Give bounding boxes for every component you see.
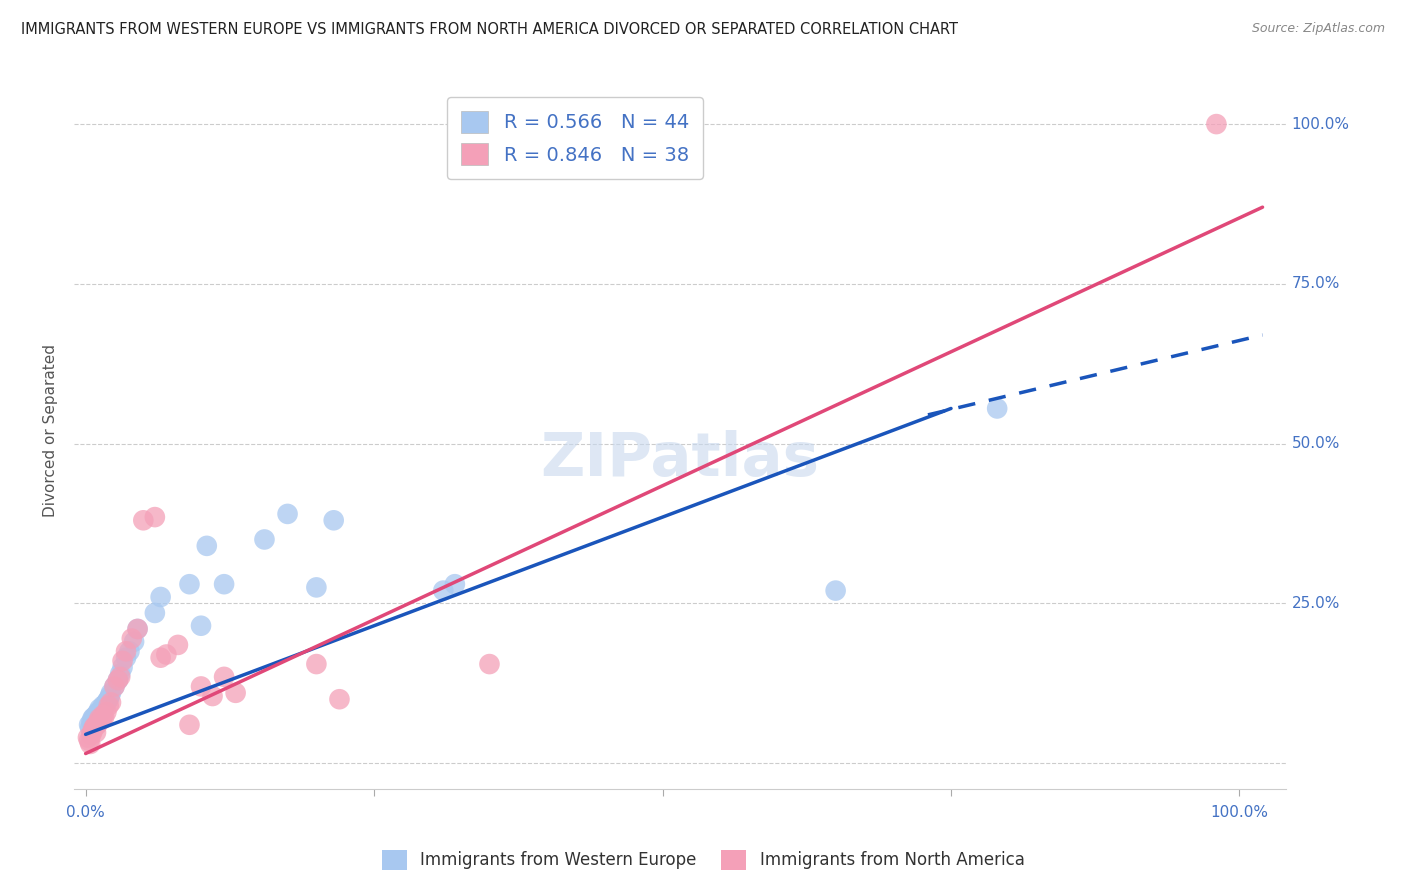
Point: [96, 693, 118, 707]
Text: ZIPatlas: ZIPatlas: [540, 430, 820, 489]
Point: [179, 718, 201, 732]
Point: [89, 702, 111, 716]
Point: [115, 650, 138, 665]
Point: [83, 710, 105, 724]
Point: [127, 622, 149, 636]
Point: [225, 686, 247, 700]
Point: [432, 583, 454, 598]
Y-axis label: Divorced or Separated: Divorced or Separated: [44, 344, 58, 517]
Point: [179, 577, 201, 591]
Point: [103, 680, 125, 694]
Point: [87, 714, 110, 729]
Point: [107, 673, 129, 687]
Point: [444, 577, 467, 591]
Point: [253, 533, 276, 547]
Point: [190, 680, 212, 694]
Legend: Immigrants from Western Europe, Immigrants from North America: Immigrants from Western Europe, Immigran…: [375, 843, 1031, 877]
Point: [115, 644, 138, 658]
Point: [121, 632, 143, 646]
Point: [82, 719, 104, 733]
Point: [90, 703, 112, 717]
Point: [118, 644, 141, 658]
Point: [86, 716, 108, 731]
Text: 75.0%: 75.0%: [1291, 277, 1340, 292]
Point: [107, 673, 129, 687]
Point: [80, 727, 103, 741]
Point: [86, 718, 108, 732]
Point: [824, 583, 846, 598]
Point: [110, 666, 132, 681]
Point: [83, 721, 105, 735]
Text: 25.0%: 25.0%: [1291, 596, 1340, 611]
Point: [80, 714, 103, 729]
Text: Source: ZipAtlas.com: Source: ZipAtlas.com: [1251, 22, 1385, 36]
Point: [89, 711, 111, 725]
Point: [305, 581, 328, 595]
Point: [93, 710, 115, 724]
Text: 100.0%: 100.0%: [1291, 117, 1350, 132]
Point: [212, 670, 235, 684]
Point: [82, 711, 104, 725]
Point: [93, 699, 115, 714]
Point: [86, 706, 108, 721]
Point: [97, 692, 120, 706]
Point: [96, 705, 118, 719]
Point: [79, 737, 101, 751]
Point: [1205, 117, 1227, 131]
Legend: R = 0.566   N = 44, R = 0.846   N = 38: R = 0.566 N = 44, R = 0.846 N = 38: [447, 97, 703, 179]
Point: [122, 634, 145, 648]
Point: [143, 510, 166, 524]
Point: [167, 638, 190, 652]
Point: [190, 618, 212, 632]
Text: 100.0%: 100.0%: [1211, 805, 1268, 820]
Point: [305, 657, 328, 671]
Point: [201, 689, 224, 703]
Point: [83, 713, 105, 727]
Point: [100, 686, 122, 700]
Point: [195, 539, 218, 553]
Point: [132, 513, 155, 527]
Point: [98, 689, 121, 703]
Point: [90, 705, 112, 719]
Point: [322, 513, 344, 527]
Point: [97, 698, 120, 713]
Point: [986, 401, 1008, 416]
Point: [82, 724, 104, 739]
Point: [100, 695, 122, 709]
Point: [277, 507, 299, 521]
Text: 0.0%: 0.0%: [66, 805, 105, 820]
Point: [91, 708, 114, 723]
Point: [84, 708, 107, 723]
Point: [155, 648, 177, 662]
Point: [87, 705, 110, 719]
Point: [478, 657, 501, 671]
Point: [143, 606, 166, 620]
Point: [91, 698, 114, 713]
Point: [90, 713, 112, 727]
Point: [84, 725, 107, 739]
Point: [83, 719, 105, 733]
Point: [127, 622, 149, 636]
Text: IMMIGRANTS FROM WESTERN EUROPE VS IMMIGRANTS FROM NORTH AMERICA DIVORCED OR SEPA: IMMIGRANTS FROM WESTERN EUROPE VS IMMIGR…: [21, 22, 957, 37]
Point: [111, 654, 134, 668]
Point: [94, 698, 117, 712]
Point: [328, 692, 350, 706]
Point: [77, 718, 100, 732]
Point: [79, 721, 101, 735]
Point: [212, 577, 235, 591]
Point: [110, 670, 132, 684]
Point: [96, 695, 118, 709]
Point: [149, 590, 172, 604]
Text: 50.0%: 50.0%: [1291, 436, 1340, 451]
Point: [111, 660, 134, 674]
Point: [149, 650, 172, 665]
Point: [77, 733, 100, 747]
Point: [103, 680, 125, 694]
Point: [77, 731, 100, 745]
